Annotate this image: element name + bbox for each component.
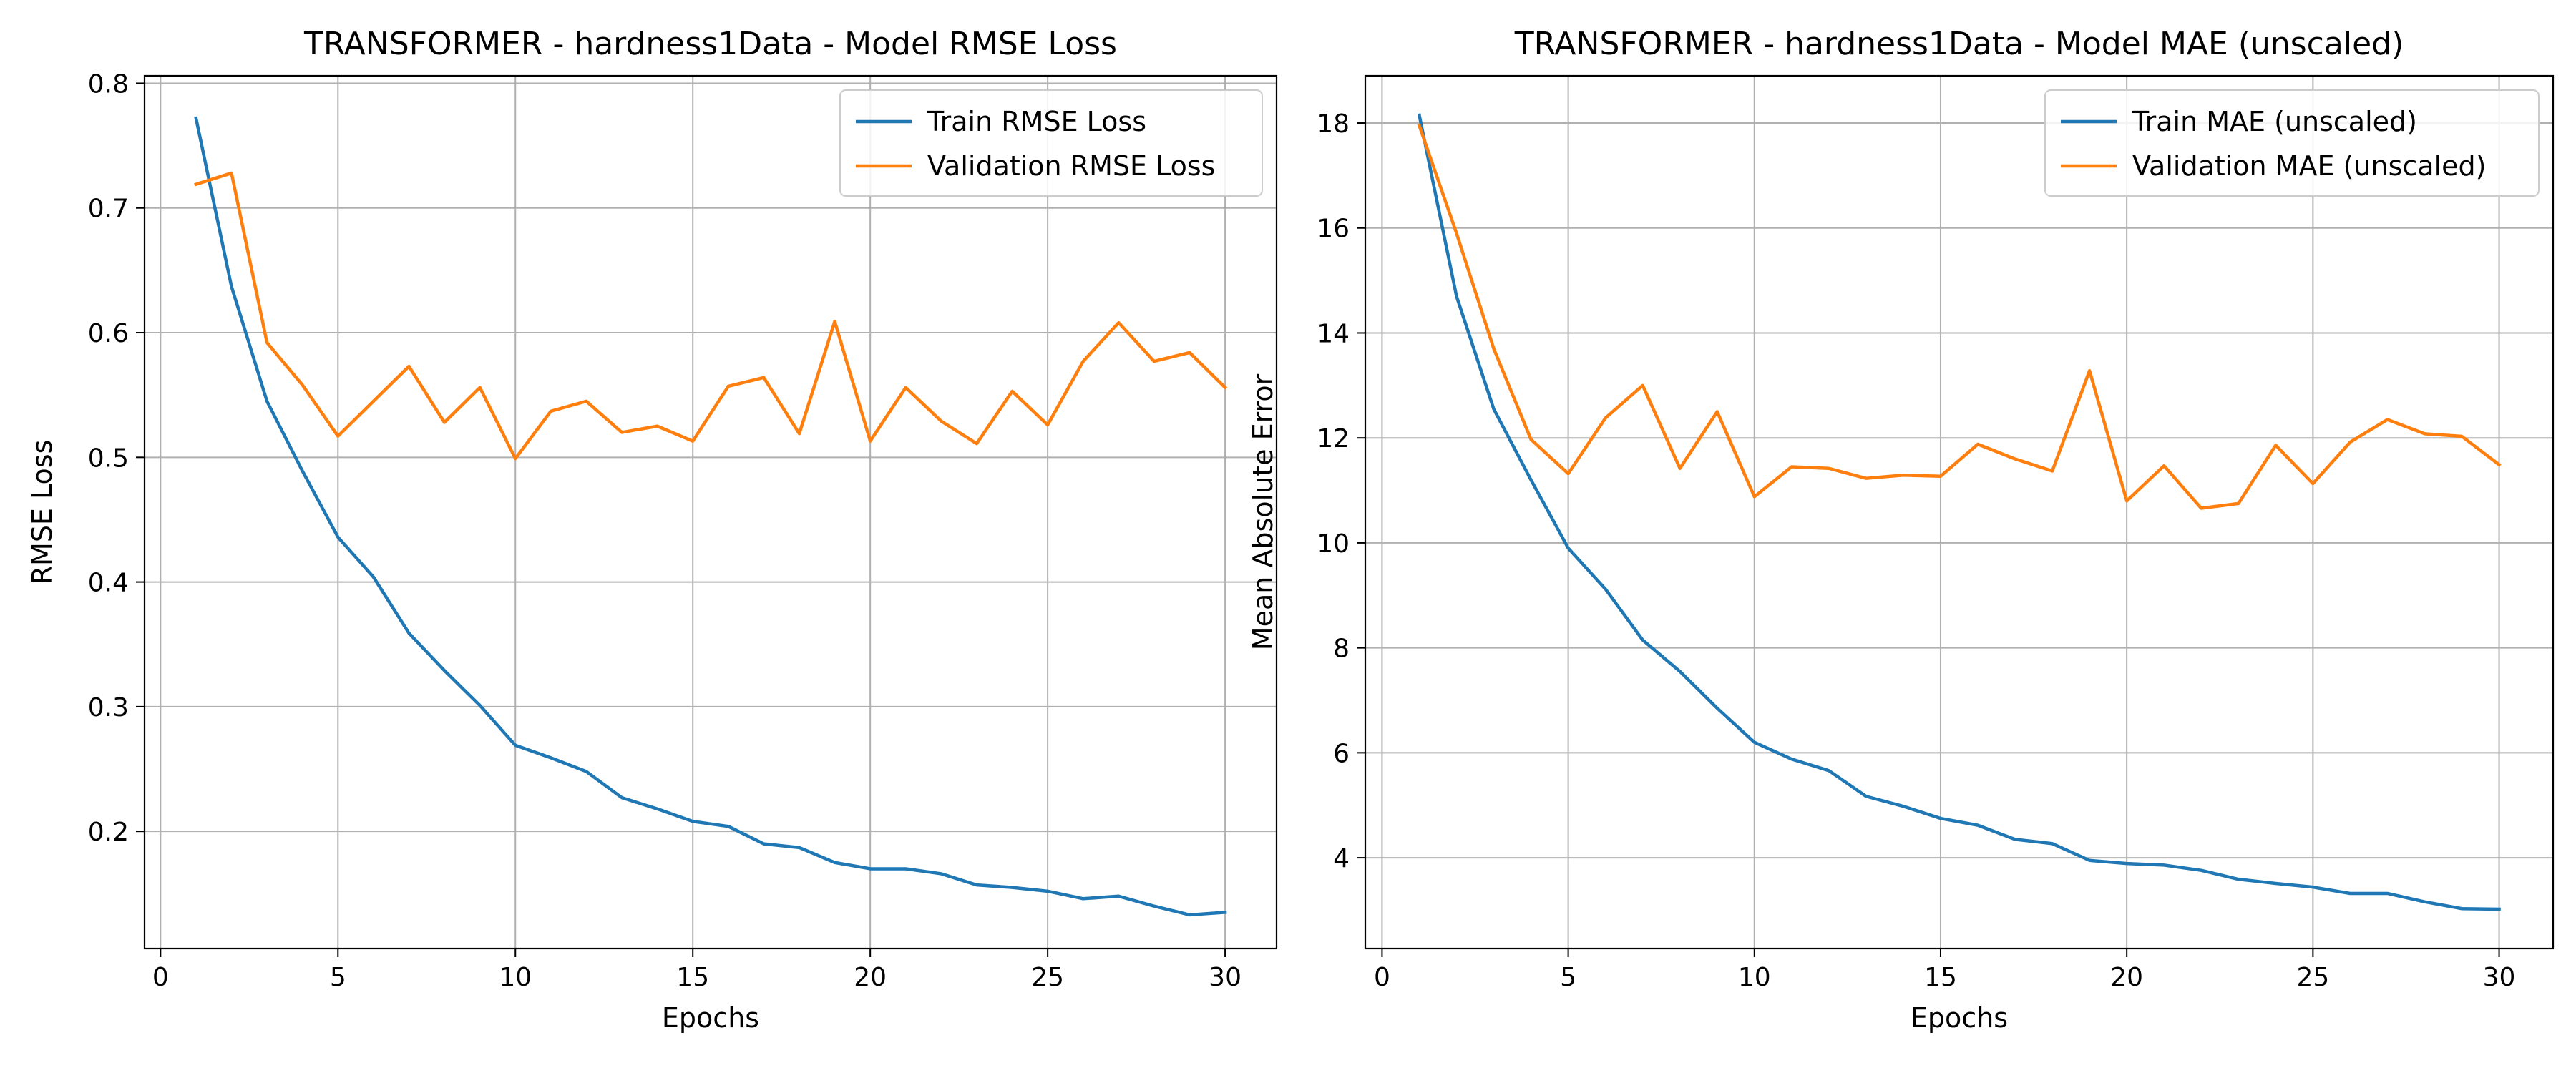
- x-axis-label: Epochs: [1911, 1002, 2008, 1034]
- y-tick-label: 0.5: [88, 444, 129, 473]
- y-tick-label: 0.3: [88, 693, 129, 722]
- chart-panel-rmse: 0 5 10 15 20 25 30 0.2 0.3 0.4 0.5 0.6 0.7 0.8 TRANSFO…: [26, 26, 1278, 1034]
- series-line-train: [1417, 113, 2501, 911]
- x-tick-label: 15: [1924, 963, 1957, 992]
- x-tick-label: 0: [152, 963, 169, 992]
- chart-panel-mae: 0 5 10 15 20 25 30 4 6 8 10 12 14 16 18 TRANSFORMER - h…: [1247, 26, 2555, 1034]
- legend-entry: Validation RMSE Loss: [927, 150, 1215, 182]
- y-axis-label: Mean Absolute Error: [1247, 373, 1279, 650]
- plot-frame: [143, 74, 1278, 950]
- legend: Train MAE (unscaled) Validation MAE (unsc…: [2044, 89, 2540, 197]
- x-tick-label: 30: [1209, 963, 1241, 992]
- y-tick-label: 0.4: [88, 569, 129, 598]
- y-tick-label: 0.2: [88, 818, 129, 847]
- legend-box: [839, 89, 1263, 197]
- y-tick-label: 8: [1333, 635, 1350, 664]
- legend-entry: Train MAE (unscaled): [2132, 106, 2417, 137]
- x-tick-label: 25: [1031, 963, 1064, 992]
- y-tick-label: 18: [1317, 109, 1350, 139]
- series-line-validation: [194, 171, 1228, 461]
- chart-title: TRANSFORMER - hardness1Data - Model MAE …: [1514, 26, 2404, 62]
- y-tick-label: 14: [1317, 319, 1350, 348]
- y-tick-label: 16: [1317, 215, 1350, 244]
- y-tick-label: 10: [1317, 529, 1350, 559]
- x-tick-label: 0: [1374, 963, 1390, 992]
- y-tick-label: 0.7: [88, 195, 129, 224]
- legend-entry: Train RMSE Loss: [927, 106, 1146, 137]
- x-axis-label: Epochs: [662, 1002, 759, 1034]
- x-tick-label: 15: [676, 963, 709, 992]
- y-tick-label: 6: [1333, 739, 1350, 768]
- x-tick-label: 20: [854, 963, 887, 992]
- x-tick-label: 20: [2110, 963, 2143, 992]
- legend-entry: Validation MAE (unscaled): [2132, 150, 2486, 182]
- legend-box: [2044, 89, 2540, 197]
- y-tick-label: 12: [1317, 424, 1350, 454]
- x-tick-label: 25: [2296, 963, 2329, 992]
- y-tick-label: 0.8: [88, 69, 129, 99]
- x-tick-label: 5: [1560, 963, 1576, 992]
- series-line-validation: [1417, 123, 2502, 510]
- x-tick-label: 10: [1738, 963, 1771, 992]
- y-axis-label: RMSE Loss: [26, 440, 58, 585]
- y-tick-label: 4: [1333, 844, 1350, 873]
- legend: Train RMSE Loss Validation RMSE Loss: [839, 89, 1263, 197]
- x-tick-label: 10: [499, 963, 532, 992]
- y-tick-label: 0.6: [88, 319, 129, 348]
- plot-frame: [1364, 74, 2555, 950]
- chart-title: TRANSFORMER - hardness1Data - Model RMSE…: [303, 26, 1117, 62]
- x-tick-label: 5: [330, 963, 346, 992]
- series-line-train: [194, 116, 1227, 917]
- x-tick-label: 30: [2483, 963, 2516, 992]
